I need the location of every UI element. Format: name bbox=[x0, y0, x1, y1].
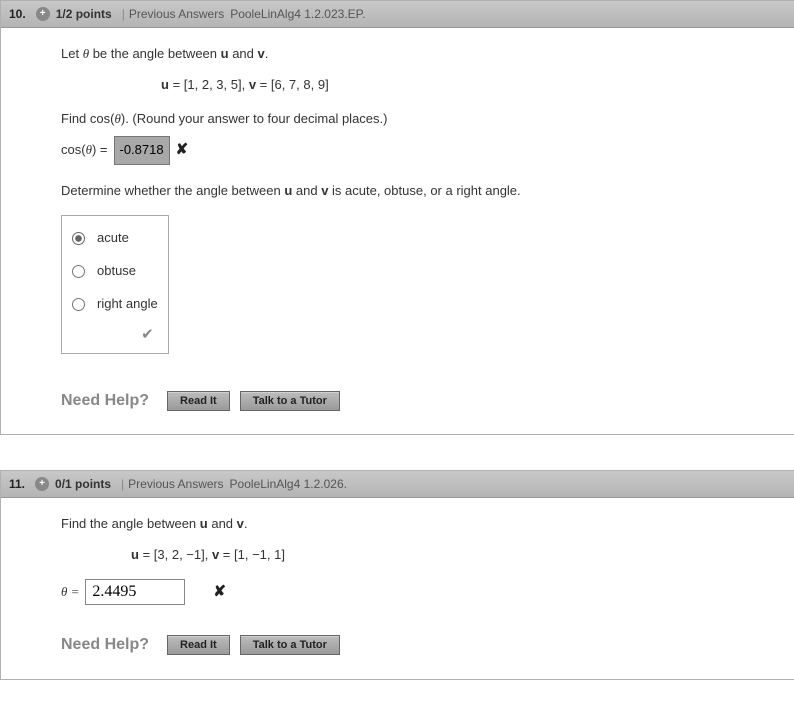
need-help-row: Need Help? Read It Talk to a Tutor bbox=[61, 386, 794, 416]
question-body: Find the angle between u and v. u = [3, … bbox=[1, 498, 794, 678]
radio-label: acute bbox=[97, 226, 129, 251]
radio-label: obtuse bbox=[97, 259, 136, 284]
radio-label: right angle bbox=[97, 292, 158, 317]
need-help-label: Need Help? bbox=[61, 386, 149, 416]
question-ref: PooleLinAlg4 1.2.026. bbox=[230, 477, 347, 491]
talk-tutor-button[interactable]: Talk to a Tutor bbox=[240, 391, 340, 411]
text: = [3, 2, −1], bbox=[139, 547, 212, 562]
intro-text: Let θ be the angle between u and v. bbox=[61, 42, 794, 67]
vector-u: u bbox=[131, 547, 139, 562]
text: and bbox=[292, 183, 321, 198]
read-it-button[interactable]: Read It bbox=[167, 635, 230, 655]
points-label: 0/1 points bbox=[55, 477, 111, 491]
text: Find the angle between bbox=[61, 516, 200, 531]
points-label: 1/2 points bbox=[56, 7, 112, 21]
text: = [1, 2, 3, 5], bbox=[169, 77, 249, 92]
wrong-icon: ✘ bbox=[176, 136, 189, 165]
talk-tutor-button[interactable]: Talk to a Tutor bbox=[240, 635, 340, 655]
vector-v: v bbox=[249, 77, 256, 92]
question-body: Let θ be the angle between u and v. u = … bbox=[1, 28, 794, 434]
expand-icon[interactable]: + bbox=[36, 7, 50, 21]
radio-obtuse[interactable] bbox=[72, 265, 85, 278]
expand-icon[interactable]: + bbox=[35, 477, 49, 491]
text: = [1, −1, 1] bbox=[219, 547, 285, 562]
radio-row-right[interactable]: right angle bbox=[68, 288, 158, 321]
radio-row-obtuse[interactable]: obtuse bbox=[68, 255, 158, 288]
radio-row-acute[interactable]: acute bbox=[68, 222, 158, 255]
angle-type-group: acute obtuse right angle ✔ bbox=[61, 215, 169, 354]
separator: | bbox=[121, 477, 124, 491]
text: and bbox=[208, 516, 237, 531]
previous-answers-link[interactable]: Previous Answers bbox=[128, 477, 223, 491]
radio-right[interactable] bbox=[72, 298, 85, 311]
cos-answer-line: cos(θ) = -0.8718 ✘ bbox=[61, 136, 794, 165]
vector-definition: u = [3, 2, −1], v = [1, −1, 1] bbox=[131, 543, 794, 568]
question-10: 10. + 1/2 points | Previous Answers Pool… bbox=[0, 0, 794, 435]
determine-prompt: Determine whether the angle between u an… bbox=[61, 179, 794, 204]
text: ). (Round your answer to four decimal pl… bbox=[121, 111, 388, 126]
find-cos-prompt: Find cos(θ). (Round your answer to four … bbox=[61, 107, 794, 132]
text: ) = bbox=[92, 142, 108, 157]
question-11: 11. + 0/1 points | Previous Answers Pool… bbox=[0, 470, 794, 679]
wrong-icon: ✘ bbox=[213, 578, 226, 607]
question-ref: PooleLinAlg4 1.2.023.EP. bbox=[230, 7, 365, 21]
intro-text: Find the angle between u and v. bbox=[61, 512, 794, 537]
text: Let bbox=[61, 46, 83, 61]
previous-answers-link[interactable]: Previous Answers bbox=[129, 7, 224, 21]
text: cos( bbox=[61, 142, 86, 157]
correct-icon-row: ✔ bbox=[68, 321, 158, 350]
text: . bbox=[244, 516, 248, 531]
text: . bbox=[265, 46, 269, 61]
text: be the angle between bbox=[89, 46, 221, 61]
wrong-answer-box: -0.8718 bbox=[114, 136, 170, 165]
vector-definition: u = [1, 2, 3, 5], v = [6, 7, 8, 9] bbox=[161, 73, 794, 98]
read-it-button[interactable]: Read It bbox=[167, 391, 230, 411]
text: is acute, obtuse, or a right angle. bbox=[328, 183, 520, 198]
vector-u: u bbox=[200, 516, 208, 531]
text: = [6, 7, 8, 9] bbox=[256, 77, 329, 92]
cos-label: cos(θ) = bbox=[61, 138, 108, 163]
theta-label: θ = bbox=[61, 580, 79, 605]
text: Find cos( bbox=[61, 111, 114, 126]
theta-answer-line: θ = ✘ bbox=[61, 578, 794, 607]
theta-input[interactable] bbox=[85, 579, 185, 605]
question-number: 11. bbox=[9, 477, 25, 491]
question-header: 10. + 1/2 points | Previous Answers Pool… bbox=[1, 1, 794, 28]
vector-u: u bbox=[221, 46, 229, 61]
need-help-label: Need Help? bbox=[61, 630, 149, 660]
text: Determine whether the angle between bbox=[61, 183, 284, 198]
question-number: 10. bbox=[9, 7, 26, 21]
text: and bbox=[229, 46, 258, 61]
vector-v: v bbox=[258, 46, 265, 61]
question-header: 11. + 0/1 points | Previous Answers Pool… bbox=[1, 471, 794, 498]
need-help-row: Need Help? Read It Talk to a Tutor bbox=[61, 630, 794, 660]
radio-acute[interactable] bbox=[72, 232, 85, 245]
vector-v: v bbox=[237, 516, 244, 531]
separator: | bbox=[122, 7, 125, 21]
vector-u: u bbox=[161, 77, 169, 92]
